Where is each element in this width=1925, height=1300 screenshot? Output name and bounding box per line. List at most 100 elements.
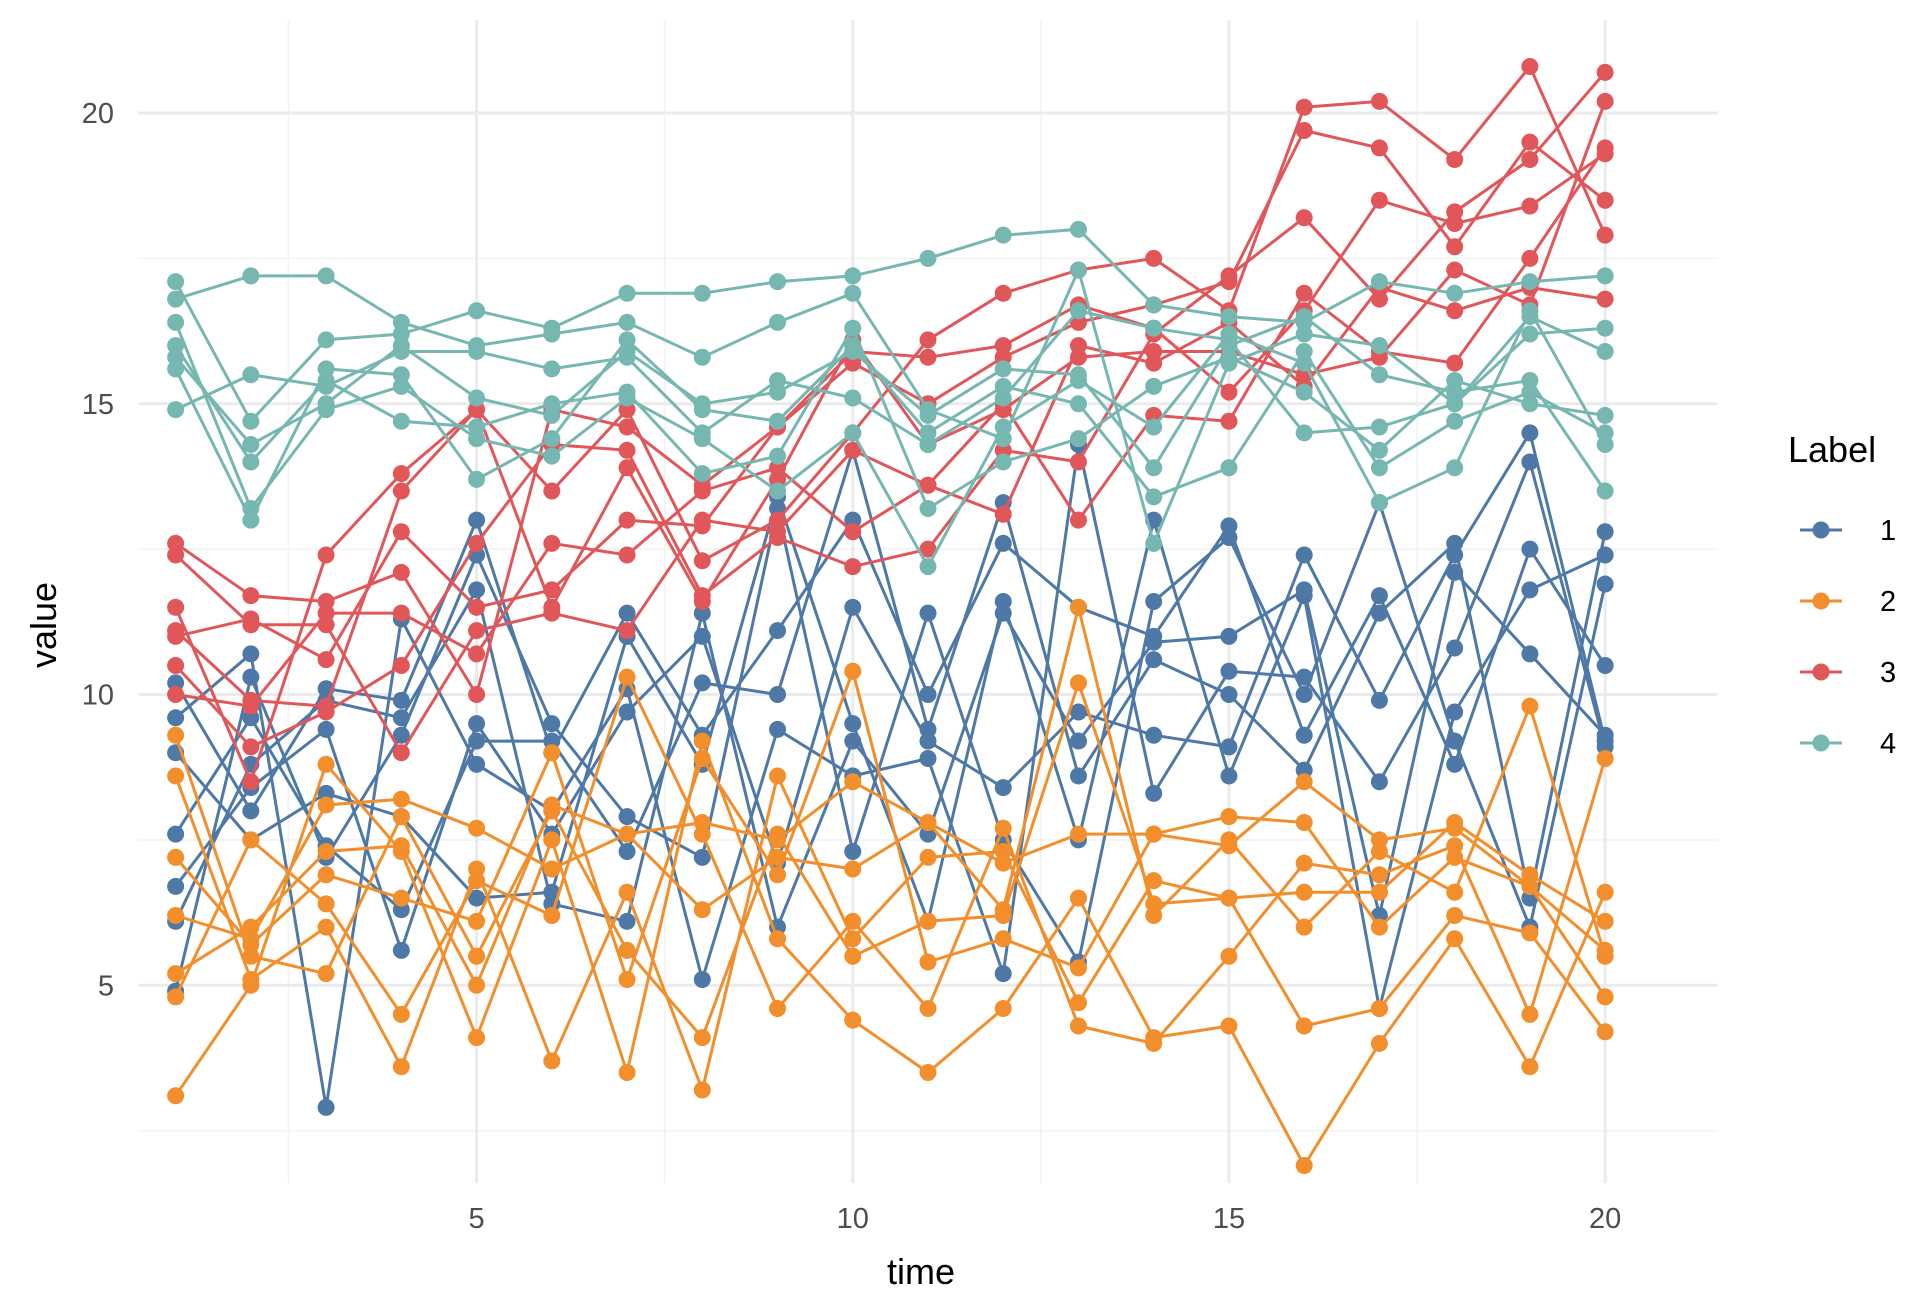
data-point xyxy=(543,732,561,750)
data-point xyxy=(844,558,862,576)
data-point xyxy=(1145,895,1163,913)
series-3-14 xyxy=(167,58,1614,791)
data-point xyxy=(317,918,335,936)
data-point xyxy=(1446,261,1464,279)
series-line xyxy=(174,570,1607,929)
data-point xyxy=(994,843,1012,861)
data-point xyxy=(769,1000,787,1018)
data-point xyxy=(1446,732,1464,750)
data-point xyxy=(468,860,486,878)
data-point xyxy=(317,784,335,802)
series-line xyxy=(174,431,1607,952)
data-point xyxy=(1446,755,1464,773)
data-point xyxy=(468,470,486,488)
x-tick-label: 5 xyxy=(469,1203,485,1235)
data-point xyxy=(844,860,862,878)
data-point xyxy=(392,709,410,727)
data-point xyxy=(392,337,410,355)
data-point xyxy=(618,912,636,930)
data-point xyxy=(167,337,185,355)
data-point xyxy=(1295,209,1313,227)
data-point xyxy=(1295,98,1313,116)
data-point xyxy=(693,552,711,570)
data-point xyxy=(994,453,1012,471)
data-point xyxy=(1446,383,1464,401)
data-point xyxy=(1446,203,1464,221)
data-point xyxy=(1446,883,1464,901)
data-point xyxy=(543,482,561,500)
data-point xyxy=(468,755,486,773)
data-point xyxy=(1295,325,1313,343)
data-point xyxy=(1596,656,1614,674)
data-point xyxy=(844,424,862,442)
series-4-24 xyxy=(167,308,1614,500)
data-point xyxy=(693,970,711,988)
data-point xyxy=(618,970,636,988)
data-point xyxy=(919,476,937,494)
data-point xyxy=(167,965,185,983)
series-line xyxy=(174,147,1607,755)
data-point xyxy=(167,825,185,843)
data-point xyxy=(1069,994,1087,1012)
data-point xyxy=(994,418,1012,436)
data-point xyxy=(317,360,335,378)
data-point xyxy=(1295,308,1313,326)
series-line xyxy=(174,315,1607,492)
data-point xyxy=(1370,191,1388,209)
legend-entries: 1 2 3 4 xyxy=(1800,515,1896,760)
data-point xyxy=(1145,651,1163,669)
data-point xyxy=(769,383,787,401)
data-point xyxy=(392,808,410,826)
data-point xyxy=(242,453,260,471)
data-point xyxy=(543,744,561,762)
data-point xyxy=(1521,197,1539,215)
data-point xyxy=(392,837,410,855)
data-point xyxy=(1370,883,1388,901)
data-point xyxy=(844,389,862,407)
series-line xyxy=(174,675,1607,1045)
data-point xyxy=(618,668,636,686)
data-point xyxy=(1220,686,1238,704)
data-point xyxy=(1069,889,1087,907)
data-point xyxy=(242,947,260,965)
series-line xyxy=(175,286,1606,708)
legend-label: 4 xyxy=(1880,728,1896,760)
data-point xyxy=(1596,92,1614,110)
y-tick-label: 20 xyxy=(82,98,114,130)
data-point xyxy=(1370,459,1388,477)
data-point xyxy=(167,726,185,744)
data-point xyxy=(1069,313,1087,331)
data-point xyxy=(919,1000,937,1018)
series-4-27 xyxy=(167,331,1614,529)
data-point xyxy=(844,662,862,680)
data-point xyxy=(618,843,636,861)
data-point xyxy=(1295,581,1313,599)
legend-label: 1 xyxy=(1880,515,1896,547)
data-point xyxy=(618,401,636,419)
series-line xyxy=(174,100,1607,708)
legend-key-point xyxy=(1812,521,1830,539)
data-point xyxy=(1521,325,1539,343)
data-point xyxy=(167,546,185,564)
data-point xyxy=(844,354,862,372)
data-point xyxy=(1069,348,1087,366)
data-point xyxy=(317,720,335,738)
legend-label: 2 xyxy=(1880,586,1896,618)
data-point xyxy=(994,593,1012,610)
data-point xyxy=(317,755,335,773)
data-point xyxy=(317,796,335,814)
data-point xyxy=(167,656,185,674)
data-point xyxy=(919,848,937,866)
data-point xyxy=(769,686,787,704)
data-point xyxy=(1446,372,1464,390)
legend-entry-1: 1 xyxy=(1800,515,1896,547)
data-point xyxy=(919,720,937,738)
data-point xyxy=(1596,406,1614,424)
data-point xyxy=(994,779,1012,797)
data-point xyxy=(392,1058,410,1076)
data-point xyxy=(317,866,335,884)
data-point xyxy=(844,732,862,750)
data-point xyxy=(543,360,561,378)
data-point xyxy=(1370,337,1388,355)
